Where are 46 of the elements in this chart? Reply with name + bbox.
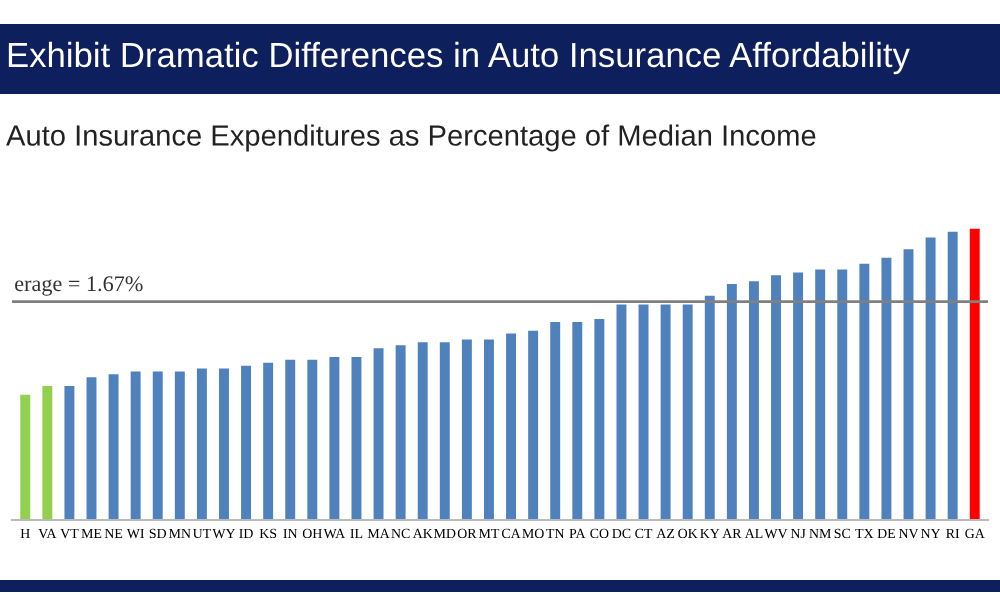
bar [174, 371, 185, 520]
bar [682, 304, 693, 520]
bar [395, 345, 406, 520]
annotation: erage = 1.67% [15, 276, 143, 296]
bar [307, 359, 318, 520]
bar [351, 356, 362, 520]
bar [417, 342, 428, 520]
bar [925, 237, 936, 520]
bar [594, 319, 605, 520]
bar [528, 330, 539, 520]
bar [20, 394, 31, 520]
bar [660, 304, 671, 520]
bar [241, 365, 252, 520]
bar [793, 272, 804, 520]
bar [86, 377, 97, 520]
bar [64, 386, 75, 520]
bar [815, 269, 826, 520]
bar [483, 339, 494, 520]
bar [285, 359, 296, 520]
bar [196, 368, 207, 520]
bar [461, 339, 472, 520]
bar [969, 228, 980, 520]
bar [152, 371, 163, 520]
bar [373, 348, 384, 520]
bar [329, 356, 340, 520]
bar [550, 321, 561, 520]
bar [263, 362, 274, 520]
bar [947, 231, 958, 520]
bar [771, 275, 781, 520]
bar [837, 269, 848, 520]
bar [219, 368, 229, 520]
bar [439, 342, 450, 520]
bar [881, 257, 892, 520]
chart-subtitle: Auto Insurance Expenditures as Percentage of Median Income [6, 124, 816, 152]
bar [572, 321, 583, 520]
bar [638, 304, 649, 520]
bar [506, 333, 517, 520]
bar [859, 263, 870, 520]
bar [748, 281, 759, 520]
bar [616, 304, 627, 520]
chart-title: Exhibit Dramatic Differences in Auto Insurance Affordability [8, 41, 910, 75]
bar [726, 284, 737, 520]
bar [108, 374, 119, 520]
bar [130, 371, 141, 520]
bar [42, 386, 53, 520]
bar [704, 295, 715, 520]
